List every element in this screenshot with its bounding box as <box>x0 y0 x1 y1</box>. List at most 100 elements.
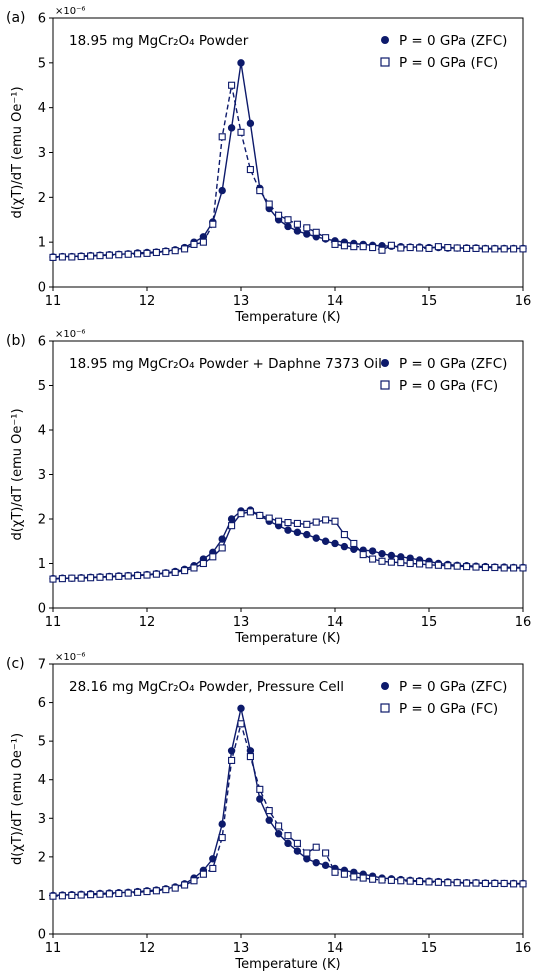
y-multiplier-label: ×10⁻⁶ <box>55 6 85 17</box>
y-tick-label: 7 <box>38 658 46 673</box>
y-axis-title: d(χT)/dT (emu Oe⁻¹) <box>10 733 25 865</box>
data-point <box>171 568 179 576</box>
y-tick-label: 4 <box>38 101 46 116</box>
data-point <box>472 879 480 887</box>
data-point <box>96 573 104 581</box>
data-point <box>68 891 76 899</box>
data-point <box>463 879 471 887</box>
y-tick-label: 6 <box>38 335 46 350</box>
data-point <box>331 868 339 876</box>
data-point <box>350 243 358 251</box>
data-point <box>416 877 424 886</box>
data-point <box>303 224 311 232</box>
data-point <box>284 216 292 224</box>
x-tick-label: 14 <box>327 615 344 630</box>
data-point <box>331 240 339 248</box>
series-fc <box>49 508 527 583</box>
data-point <box>199 870 207 878</box>
data-point <box>481 563 489 572</box>
data-point <box>406 877 414 885</box>
data-point <box>228 522 236 530</box>
data-point <box>303 520 311 528</box>
data-point <box>256 795 264 803</box>
data-point <box>463 244 471 252</box>
data-point <box>87 252 95 260</box>
sample-annotation: 18.95 mg MgCr₂O₄ Powder <box>69 33 249 49</box>
data-point <box>246 119 255 128</box>
data-point <box>171 247 179 255</box>
data-point <box>387 551 396 560</box>
data-point <box>472 563 480 571</box>
data-point <box>387 241 395 249</box>
data-point <box>378 557 386 565</box>
data-point <box>87 891 95 899</box>
y-tick-label: 0 <box>38 928 46 943</box>
data-point <box>322 516 330 524</box>
data-point <box>312 534 320 542</box>
x-tick-label: 11 <box>45 941 62 956</box>
data-point <box>387 876 395 884</box>
series-line <box>52 708 523 897</box>
x-tick-label: 16 <box>515 615 532 630</box>
data-point <box>199 238 207 246</box>
data-point <box>519 245 527 253</box>
x-tick-label: 16 <box>515 294 532 309</box>
data-point <box>115 251 123 259</box>
data-point <box>209 855 217 863</box>
data-point <box>312 843 320 851</box>
data-point <box>378 550 386 558</box>
data-point <box>218 186 226 195</box>
data-point <box>481 245 489 253</box>
data-point <box>265 200 273 208</box>
data-point <box>275 517 283 525</box>
data-point <box>481 879 489 888</box>
data-point <box>359 243 367 251</box>
y-tick-label: 4 <box>38 424 46 439</box>
data-point <box>293 227 302 235</box>
x-tick-label: 14 <box>327 941 344 956</box>
data-point <box>359 551 367 559</box>
data-point <box>293 528 302 537</box>
data-point <box>350 873 358 881</box>
data-point <box>58 253 66 261</box>
data-point <box>152 570 160 578</box>
data-point <box>209 553 217 561</box>
data-point <box>378 876 386 884</box>
data-point <box>190 877 198 885</box>
x-tick-label: 15 <box>421 615 438 630</box>
data-point <box>321 861 330 870</box>
data-point <box>162 248 170 256</box>
x-tick-label: 11 <box>45 615 62 630</box>
y-tick-label: 1 <box>38 236 46 251</box>
legend: P = 0 GPa (ZFC) P = 0 GPa (FC) <box>380 33 507 71</box>
data-point <box>256 187 264 195</box>
axes-frame <box>52 663 524 935</box>
y-tick-label: 3 <box>38 812 46 827</box>
x-tick-label: 16 <box>515 941 532 956</box>
data-point <box>49 575 57 583</box>
data-point <box>368 547 377 555</box>
data-point <box>491 245 499 253</box>
y-tick-label: 2 <box>38 191 46 206</box>
data-point <box>425 561 433 569</box>
data-point <box>58 892 66 900</box>
data-point <box>124 572 132 580</box>
series-line <box>52 721 523 897</box>
data-point <box>340 242 348 250</box>
data-point <box>228 81 236 89</box>
data-point <box>284 526 292 534</box>
data-point <box>275 211 283 219</box>
data-point <box>237 720 245 728</box>
data-point <box>284 222 292 231</box>
data-point <box>134 888 142 896</box>
data-point <box>275 822 283 830</box>
series-zfc <box>49 704 527 900</box>
data-point <box>416 560 424 568</box>
data-point <box>209 220 217 228</box>
legend-marker-fc <box>380 703 390 713</box>
data-point <box>340 870 348 878</box>
y-tick-label: 2 <box>38 513 46 528</box>
data-point <box>303 230 311 238</box>
data-point <box>369 875 377 883</box>
